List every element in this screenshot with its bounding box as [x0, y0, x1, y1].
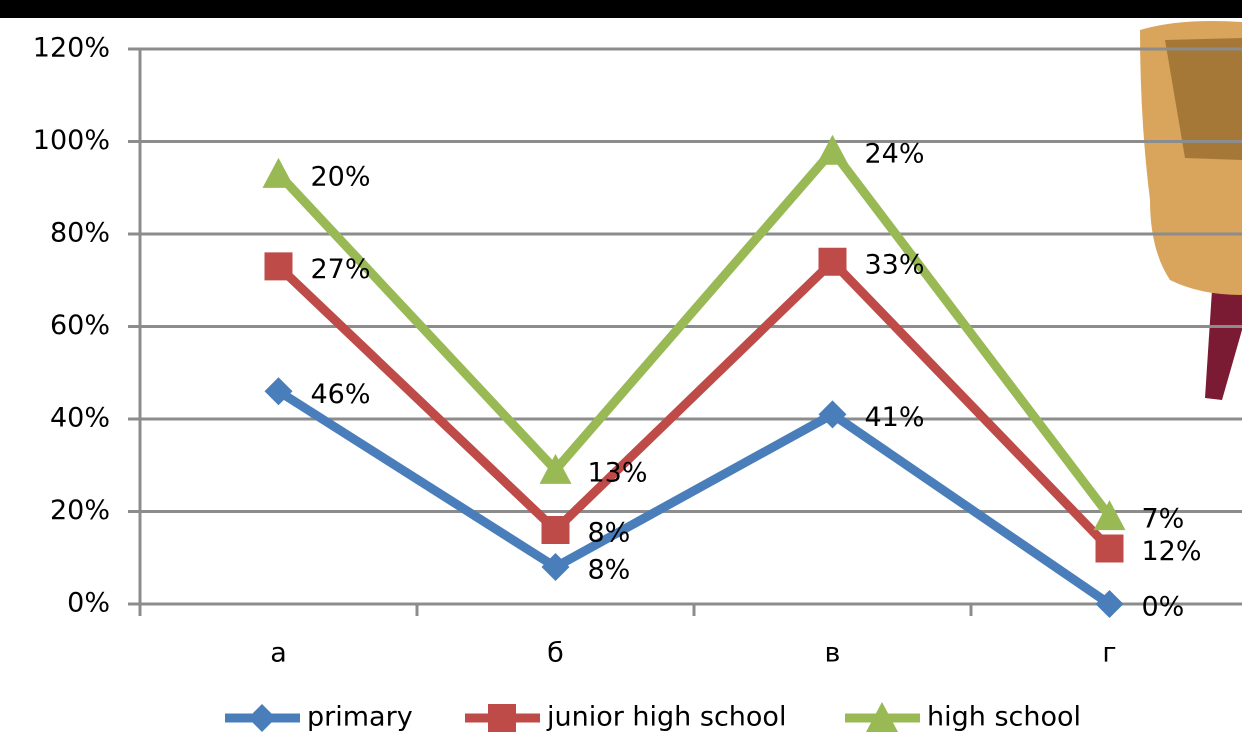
legend-label: junior high school [546, 702, 786, 732]
series-line [275, 257, 1113, 552]
data-label: 7% [1142, 504, 1185, 535]
x-tick-label: б [547, 638, 564, 669]
y-tick-label: 60% [50, 310, 110, 341]
chair-decoration [1140, 21, 1242, 400]
data-label: 0% [1142, 592, 1185, 623]
data-point [1093, 500, 1126, 531]
data-point [541, 553, 570, 581]
x-tick-label: в [825, 638, 841, 669]
data-label: 20% [311, 161, 371, 192]
series-line [275, 146, 1114, 519]
top-bar [0, 0, 1242, 18]
y-tick-label: 100% [33, 125, 110, 156]
data-point [1095, 534, 1124, 563]
data-label: 24% [865, 138, 925, 169]
data-point [539, 453, 572, 484]
data-label: 8% [588, 555, 631, 586]
x-tick-label: а [270, 638, 287, 669]
legend-marker [866, 702, 898, 732]
data-label: 33% [865, 249, 925, 280]
data-label: 12% [1142, 536, 1202, 567]
data-label: 8% [588, 518, 631, 549]
x-tick-label: г [1102, 638, 1116, 669]
data-point [816, 134, 849, 165]
y-tick-label: 0% [67, 588, 110, 619]
data-point [264, 377, 293, 406]
data-point [264, 252, 293, 281]
data-label: 13% [588, 457, 648, 488]
legend-marker [488, 704, 516, 732]
data-point [262, 157, 295, 188]
y-tick-label: 40% [50, 403, 110, 434]
data-point [1095, 590, 1124, 618]
data-point [818, 247, 847, 276]
data-point [541, 516, 570, 544]
data-label: 46% [311, 379, 371, 410]
y-tick-label: 20% [50, 495, 110, 526]
y-tick-label: 120% [33, 33, 110, 64]
data-point [818, 400, 847, 429]
series-line [276, 387, 1113, 608]
data-label: 41% [865, 402, 925, 433]
legend-label: primary [307, 702, 413, 732]
legend-label: high school [927, 702, 1081, 732]
data-label: 27% [311, 254, 371, 285]
y-tick-label: 80% [50, 218, 110, 249]
legend-marker [248, 704, 276, 732]
